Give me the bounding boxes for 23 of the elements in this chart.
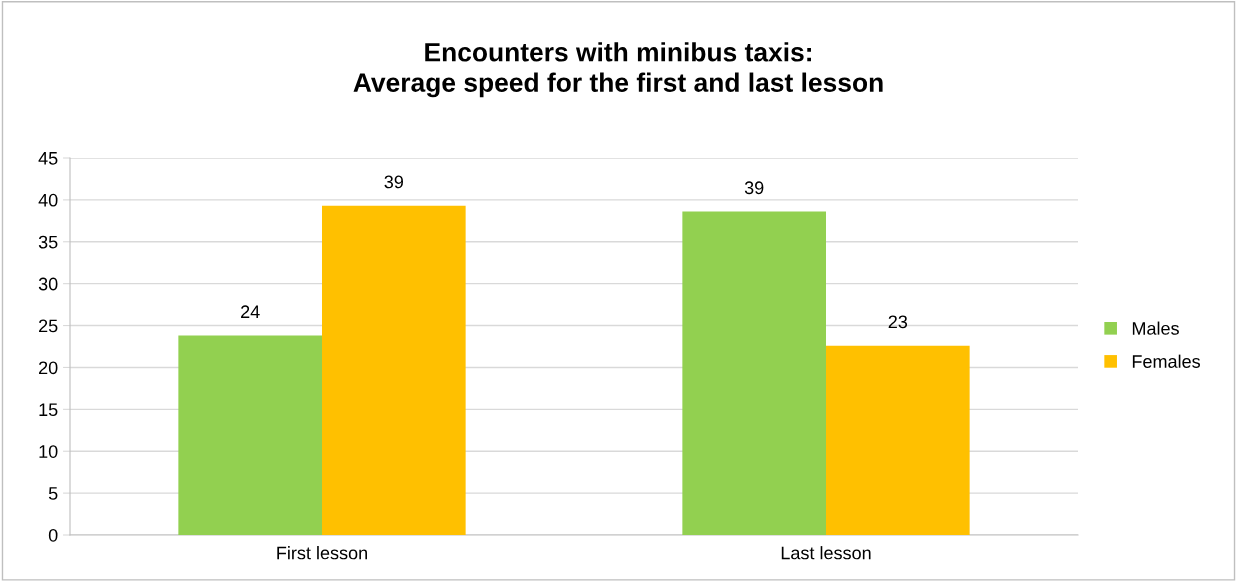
legend-label: Males (1132, 321, 1179, 335)
data-label: 23 (888, 315, 908, 329)
y-tick-label: 20 (39, 361, 58, 375)
y-tick-label: 40 (38, 193, 58, 207)
chart-title: Encounters with minibus taxis: Average speed for the first and last lesson (353, 42, 883, 98)
y-tick-label: 35 (38, 235, 58, 249)
data-label: 39 (744, 181, 764, 195)
y-tick-label: 25 (39, 319, 58, 333)
x-tick-label: Last lesson (781, 546, 871, 560)
y-tick-label: 0 (48, 528, 58, 542)
data-label: 24 (241, 305, 260, 318)
y-tick-label: 45 (38, 152, 58, 165)
legend-label: Females (1132, 354, 1200, 368)
bar (682, 211, 826, 535)
y-tick-label: 15 (39, 403, 58, 417)
bar (178, 335, 322, 535)
data-label: 39 (384, 175, 404, 189)
bar (826, 345, 970, 535)
y-tick-label: 30 (38, 277, 58, 291)
y-tick-label: 10 (39, 445, 58, 458)
x-tick-label: First lesson (277, 546, 367, 560)
y-tick-label: 5 (48, 487, 58, 500)
bar (322, 205, 466, 535)
